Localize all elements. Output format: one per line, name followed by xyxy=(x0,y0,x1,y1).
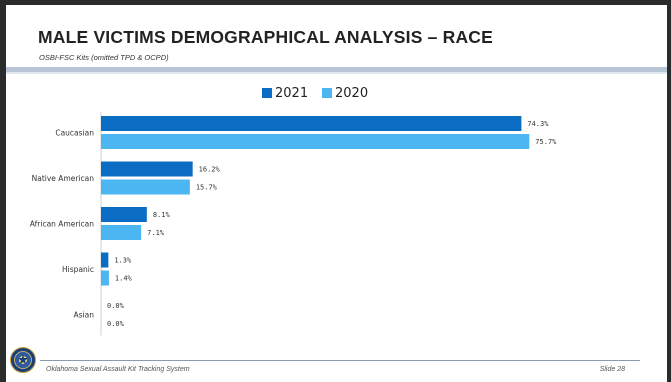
slide-subtitle: OSBI-FSC Kits (omitted TPD & OCPD) xyxy=(39,53,169,62)
legend-label-2020: 2020 xyxy=(335,86,368,101)
left-border xyxy=(0,0,6,382)
slide-header xyxy=(6,5,667,69)
top-border xyxy=(0,0,671,5)
data-label-2021: 16.2% xyxy=(199,166,221,174)
data-label-2021: 74.3% xyxy=(527,120,549,128)
data-label-2021: 8.1% xyxy=(153,211,171,219)
slide-number: Slide 28 xyxy=(599,366,625,373)
data-label-2020: 7.1% xyxy=(147,229,165,237)
category-label: Native American xyxy=(32,174,95,183)
legend-swatch-2021 xyxy=(262,88,272,98)
category-label: Hispanic xyxy=(62,265,94,274)
data-label-2021: 1.3% xyxy=(114,257,132,265)
bar-2021 xyxy=(101,252,109,268)
bar-2020 xyxy=(101,270,109,286)
footer-rule xyxy=(40,360,640,361)
data-label-2020: 1.4% xyxy=(115,275,133,283)
data-label-2020: 75.7% xyxy=(535,138,557,146)
osbi-seal-logo xyxy=(10,347,36,373)
category-label: African American xyxy=(30,220,94,229)
bar-2021 xyxy=(101,161,193,177)
bar-2020 xyxy=(101,134,530,149)
legend-label-2021: 2021 xyxy=(275,86,308,101)
category-label: Caucasian xyxy=(55,129,94,138)
bar-2021 xyxy=(101,207,147,222)
bar-2020 xyxy=(101,179,190,195)
header-band-light xyxy=(6,72,667,74)
bar-2020 xyxy=(101,225,142,240)
category-label: Asian xyxy=(74,311,95,320)
data-label-2020: 15.7% xyxy=(196,184,218,192)
footer-text: Oklahoma Sexual Assault Kit Tracking Sys… xyxy=(46,366,190,373)
header-band xyxy=(6,67,667,72)
data-label-2020: 0.0% xyxy=(107,320,125,328)
right-border xyxy=(667,0,671,382)
bar-2021 xyxy=(101,116,522,131)
legend-swatch-2020 xyxy=(322,88,332,98)
data-label-2021: 0.0% xyxy=(107,302,125,310)
slide-title: MALE VICTIMS DEMOGRAPHICAL ANALYSIS – RA… xyxy=(38,27,494,47)
